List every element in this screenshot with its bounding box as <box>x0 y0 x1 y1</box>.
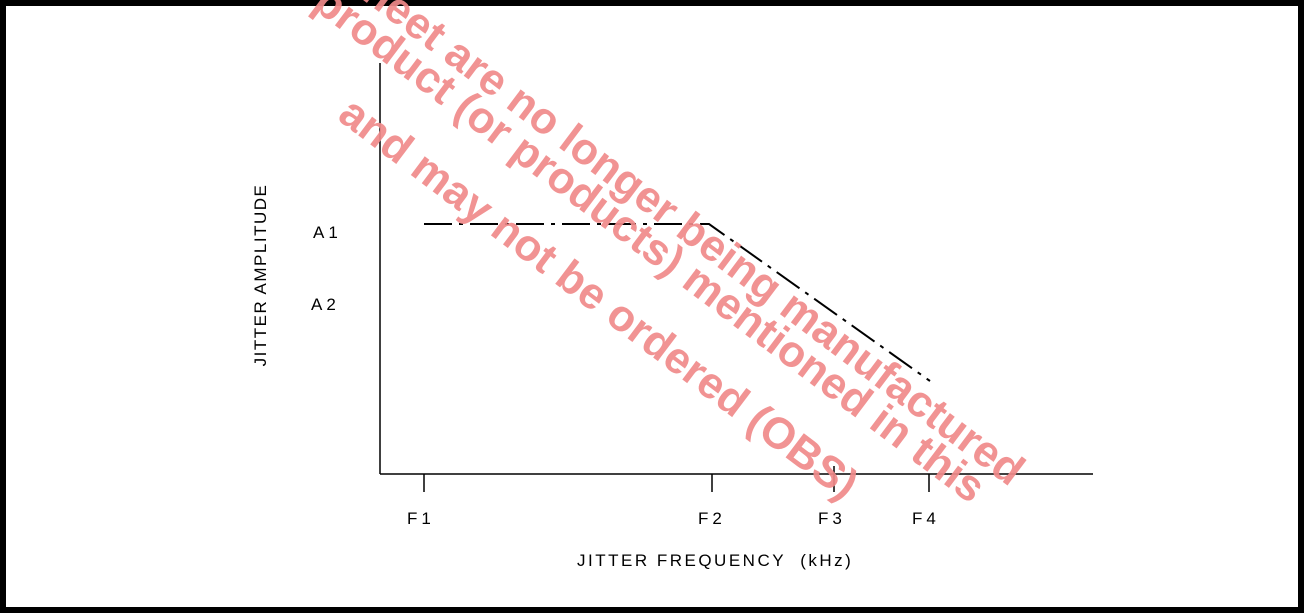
jitter-mask-line <box>424 223 931 382</box>
watermark-line-1: This product (or products) mentioned in … <box>223 0 994 512</box>
x-tick-label-f4: F4 <box>912 509 940 528</box>
y-tick-label-a1: A1 <box>313 223 342 242</box>
x-tick-label-f2: F2 <box>698 509 726 528</box>
y-tick-label-a2: A2 <box>311 295 340 314</box>
x-tick-label-f3: F3 <box>818 509 846 528</box>
x-tick-label-f1: F1 <box>407 509 435 528</box>
x-axis-title: JITTER FREQUENCY (kHz) <box>577 551 853 570</box>
obsolete-watermark: This product (or products) mentioned in … <box>223 0 1033 512</box>
y-axis-title: JITTER AMPLITUDE <box>251 184 270 367</box>
